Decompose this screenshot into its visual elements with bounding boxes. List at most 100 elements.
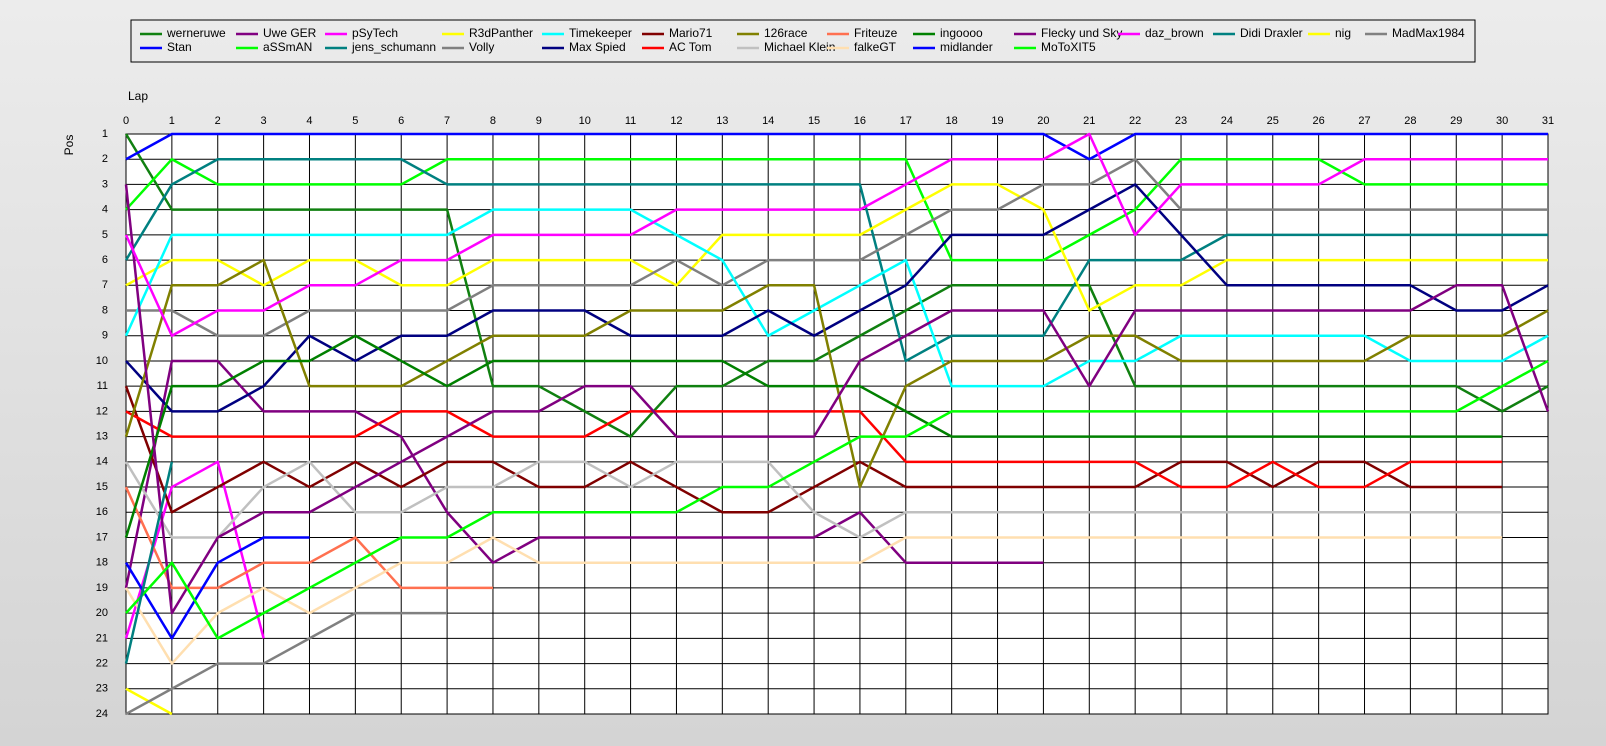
x-tick-label: 20 xyxy=(1037,115,1049,127)
legend-label: nig xyxy=(1335,26,1351,40)
y-tick-label: 19 xyxy=(96,582,108,594)
x-tick-label: 4 xyxy=(306,115,312,127)
y-tick-label: 16 xyxy=(96,506,108,518)
legend-label: Michael Klein xyxy=(764,40,835,54)
series-line xyxy=(124,334,1503,538)
x-tick-label: 12 xyxy=(670,115,682,127)
legend-label: Flecky und Sky xyxy=(1041,26,1122,40)
x-tick-label: 18 xyxy=(946,115,958,127)
legend-box xyxy=(130,19,1476,63)
x-tick-label: 3 xyxy=(261,115,267,127)
legend-label: Timekeeper xyxy=(569,26,632,40)
x-tick-label: 21 xyxy=(1083,115,1095,127)
x-tick-label: 0 xyxy=(123,115,129,127)
y-tick-label: 24 xyxy=(96,708,108,720)
y-tick-label: 7 xyxy=(102,279,108,291)
series-line xyxy=(124,461,174,664)
x-tick-label: 19 xyxy=(991,115,1003,127)
legend-label: daz_brown xyxy=(1145,26,1204,40)
x-tick-label: 31 xyxy=(1542,115,1554,127)
x-tick-label: 15 xyxy=(808,115,820,127)
y-tick-label: 13 xyxy=(96,431,108,443)
y-tick-label: 18 xyxy=(96,557,108,569)
legend-label: werneruwe xyxy=(166,26,226,40)
legend-label: Didi Draxler xyxy=(1240,26,1303,40)
series-line xyxy=(124,460,1503,539)
legend-label: 126race xyxy=(764,26,808,40)
series-line xyxy=(124,536,310,640)
x-tick-label: 27 xyxy=(1358,115,1370,127)
legend-label: MoToXIT5 xyxy=(1041,40,1096,54)
legend-label: Volly xyxy=(469,40,494,54)
x-axis-label: Lap xyxy=(128,89,148,103)
series-line xyxy=(124,536,1503,665)
series-line xyxy=(124,208,1549,388)
series-line xyxy=(124,157,1548,363)
x-tick-label: 1 xyxy=(169,115,175,127)
x-tick-label: 28 xyxy=(1404,115,1416,127)
x-tick-label: 6 xyxy=(398,115,404,127)
y-tick-label: 6 xyxy=(102,254,108,266)
y-tick-label: 20 xyxy=(96,607,108,619)
series-line xyxy=(124,184,1550,615)
x-tick-label: 14 xyxy=(762,115,774,127)
y-tick-label: 21 xyxy=(96,632,108,644)
y-axis-label: Pos xyxy=(62,135,76,156)
y-tick-label: 15 xyxy=(96,481,108,493)
series-line xyxy=(124,132,1548,337)
x-tick-label: 25 xyxy=(1267,115,1279,127)
legend-label: Mario71 xyxy=(669,26,713,40)
x-tick-label: 11 xyxy=(625,115,636,127)
legend-label: falkeGT xyxy=(854,40,897,54)
x-tick-label: 17 xyxy=(900,115,912,127)
x-tick-label: 10 xyxy=(579,115,591,127)
y-tick-label: 12 xyxy=(96,405,108,417)
x-tick-label: 5 xyxy=(352,115,358,127)
legend-label: pSyTech xyxy=(352,26,398,40)
y-tick-label: 10 xyxy=(96,355,108,367)
series-line xyxy=(125,410,1503,489)
x-tick-label: 23 xyxy=(1175,115,1187,127)
x-tick-label: 22 xyxy=(1129,115,1141,127)
legend-label: ingoooo xyxy=(940,26,983,40)
series-line xyxy=(126,157,1548,337)
x-tick-label: 2 xyxy=(215,115,221,127)
series-line xyxy=(125,611,448,716)
x-tick-label: 29 xyxy=(1450,115,1462,127)
y-tick-label: 14 xyxy=(96,456,108,468)
series-line xyxy=(125,183,1549,413)
y-tick-label: 2 xyxy=(102,153,108,165)
plot-area xyxy=(126,134,1548,714)
series-line xyxy=(124,385,1503,514)
series-line xyxy=(125,132,1548,161)
y-tick-label: 11 xyxy=(97,380,108,392)
x-tick-label: 24 xyxy=(1221,115,1233,127)
y-tick-label: 17 xyxy=(96,531,108,543)
legend-label: Uwe GER xyxy=(263,26,317,40)
x-tick-label: 8 xyxy=(490,115,496,127)
y-tick-label: 23 xyxy=(96,683,108,695)
series-line xyxy=(125,359,1549,640)
x-tick-label: 26 xyxy=(1313,115,1325,127)
series-line xyxy=(125,157,1548,262)
legend-label: aSSmAN xyxy=(263,40,312,54)
y-tick-label: 8 xyxy=(102,304,108,316)
series-line xyxy=(124,133,1549,438)
legend-label: jens_schumann xyxy=(351,40,436,54)
x-tick-label: 16 xyxy=(854,115,866,127)
legend-label: MadMax1984 xyxy=(1392,26,1465,40)
legend-label: R3dPanther xyxy=(469,26,533,40)
y-tick-label: 4 xyxy=(102,204,108,216)
x-tick-label: 7 xyxy=(444,115,450,127)
x-tick-label: 30 xyxy=(1496,115,1508,127)
legend-label: AC Tom xyxy=(669,40,711,54)
x-tick-label: 9 xyxy=(536,115,542,127)
series-line xyxy=(125,183,1548,312)
y-tick-label: 3 xyxy=(102,178,108,190)
legend-label: Stan xyxy=(167,40,192,54)
legend-label: midlander xyxy=(940,40,993,54)
y-tick-label: 5 xyxy=(102,229,108,241)
y-tick-label: 9 xyxy=(102,330,108,342)
